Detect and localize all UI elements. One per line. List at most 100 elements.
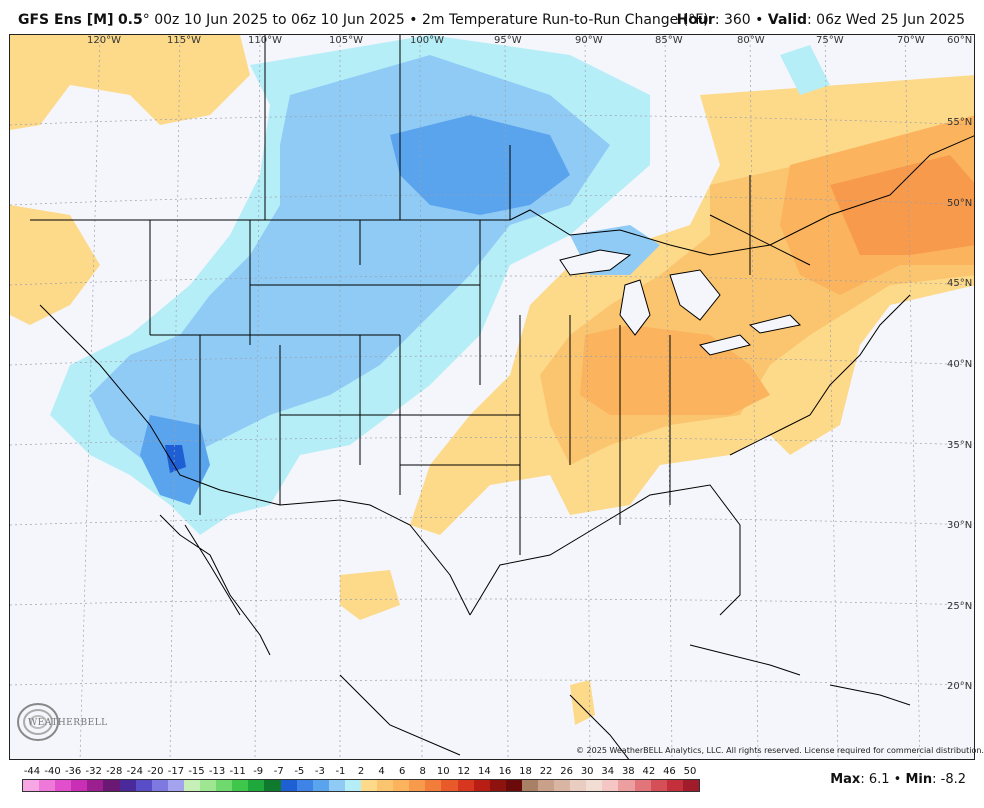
legend-label: 2 [357, 766, 365, 777]
legend-label: 30 [580, 766, 594, 777]
legend-swatch [232, 780, 249, 791]
legend-swatch [650, 780, 667, 791]
lat-label-25n: 25°N [947, 601, 973, 612]
legend-label: 14 [478, 766, 491, 777]
lon-label-95w: 95°W [494, 35, 522, 46]
legend-label: -36 [64, 766, 82, 777]
legend-label: -1 [335, 766, 346, 777]
legend-swatch [634, 780, 651, 791]
legend-swatch [119, 780, 136, 791]
lat-label-35n: 35°N [947, 440, 973, 451]
legend-label: 4 [378, 766, 385, 777]
legend-label: -15 [188, 766, 205, 777]
legend-swatch [280, 780, 297, 791]
legend-label: -5 [294, 766, 305, 777]
legend-swatch [39, 780, 56, 791]
legend-swatch [521, 780, 538, 791]
legend-labels: -44 -40 -36 -32 -28 -24 -20 -17 -15 -13 -11 -9 -7 -5-… [22, 766, 712, 778]
legend-swatch [216, 780, 233, 791]
lat-label-55n: 55°N [947, 117, 973, 128]
lat-label-40n: 40°N [947, 359, 973, 370]
lon-label-70w: 70°W [897, 35, 925, 46]
legend-swatch [554, 780, 571, 791]
legend-swatch [167, 780, 184, 791]
lat-label-60n: 60°N [947, 35, 973, 46]
legend-label: 22 [539, 766, 553, 777]
legend-swatch [328, 780, 345, 791]
min-label: Min [905, 772, 933, 787]
valid-time: Hour: 360 • Valid: 06z Wed 25 Jun 2025 [676, 12, 965, 28]
legend-label: -3 [314, 766, 325, 777]
legend-swatch [55, 780, 72, 791]
legend-swatch [103, 780, 120, 791]
legend-swatch [618, 780, 635, 791]
model-name: GFS Ens [M] [18, 12, 114, 28]
logo-text: WEATHERBELL [28, 718, 108, 728]
legend-swatch [87, 780, 104, 791]
hour-value: : 360 [714, 12, 751, 28]
legend-swatch [602, 780, 619, 791]
legend-swatch [71, 780, 88, 791]
legend-swatch [23, 780, 40, 791]
legend-swatch [457, 780, 474, 791]
legend-label: -40 [44, 766, 61, 777]
legend-label: 38 [621, 766, 635, 777]
lon-label-100w: 100°W [410, 35, 444, 46]
legend-swatch [296, 780, 313, 791]
legend-label: -9 [253, 766, 264, 777]
lat-lon-grid [10, 35, 974, 759]
lat-label-30n: 30°N [947, 520, 973, 531]
lon-label-120w: 120°W [87, 35, 121, 46]
legend-swatch [393, 780, 410, 791]
legend-label: -7 [273, 766, 284, 777]
legend-swatch [441, 780, 458, 791]
legend-label: -24 [126, 766, 143, 777]
legend-label: -17 [167, 766, 185, 777]
legend-swatch [425, 780, 442, 791]
lon-label-115w: 115°W [167, 35, 201, 46]
legend-swatch [505, 780, 522, 791]
legend-label: 12 [457, 766, 471, 777]
title-bar: GFS Ens [M] 0.5° 00z 10 Jun 2025 to 06z … [0, 0, 984, 34]
legend-label: 18 [519, 766, 532, 777]
legend-swatch [538, 780, 555, 791]
legend-label: 34 [601, 766, 615, 777]
max-min-stats: Max: 6.1 • Min: -8.2 [830, 772, 966, 787]
legend-swatch [570, 780, 587, 791]
legend-label: 26 [560, 766, 573, 777]
legend-swatch [344, 780, 361, 791]
political-boundaries [30, 35, 974, 759]
legend-label: -11 [229, 766, 246, 777]
lon-label-110w: 110°W [248, 35, 282, 46]
lon-label-105w: 105°W [329, 35, 363, 46]
legend-swatch [264, 780, 281, 791]
legend-swatch [183, 780, 201, 791]
legend-label: -20 [147, 766, 164, 777]
chart-title: GFS Ens [M] 0.5° 00z 10 Jun 2025 to 06z … [18, 12, 709, 28]
legend-swatch [377, 780, 394, 791]
legend-swatch [151, 780, 168, 791]
map-panel[interactable] [9, 34, 975, 760]
legend-label: 50 [683, 766, 697, 777]
max-label: Max [830, 772, 861, 787]
lon-label-75w: 75°W [816, 35, 844, 46]
valid-label: Valid [767, 12, 808, 28]
lon-label-90w: 90°W [575, 35, 603, 46]
lat-label-20n: 20°N [947, 681, 973, 692]
legend-swatch [489, 780, 506, 791]
legend-label: 42 [642, 766, 656, 777]
legend-label: -32 [85, 766, 102, 777]
legend-label: 16 [498, 766, 512, 777]
copyright-notice: © 2025 WeatherBELL Analytics, LLC. All r… [576, 746, 984, 755]
legend-label: -44 [23, 766, 41, 777]
lat-label-50n: 50°N [947, 198, 973, 209]
legend-swatch [312, 780, 329, 791]
model-resolution: 0.5 [117, 12, 143, 28]
lon-label-80w: 80°W [737, 35, 765, 46]
legend-swatch [473, 780, 490, 791]
temperature-map [10, 35, 974, 759]
legend-swatch [409, 780, 426, 791]
legend-swatch [135, 780, 152, 791]
legend-label: 6 [398, 766, 406, 777]
valid-value: : 06z Wed 25 Jun 2025 [807, 12, 965, 28]
